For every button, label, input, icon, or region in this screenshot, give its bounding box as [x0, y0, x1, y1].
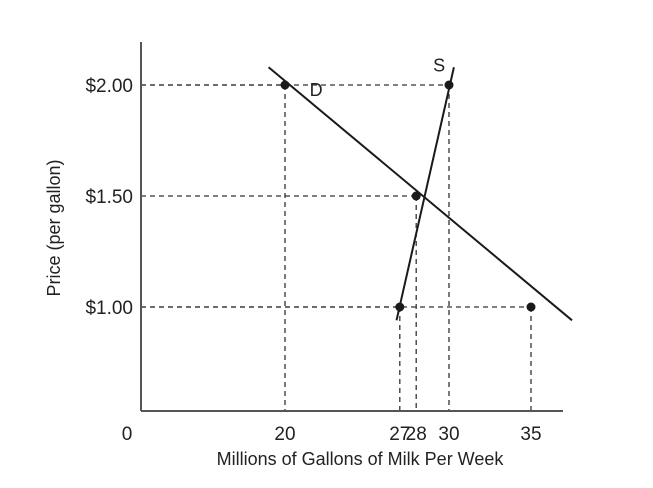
x-tick-label-27: 27	[389, 424, 410, 445]
data-point-27-1	[395, 302, 405, 312]
data-point-35-1	[526, 302, 536, 312]
guide-lines	[141, 84, 532, 411]
data-points	[280, 80, 536, 312]
curve-label-d: D	[310, 80, 323, 100]
x-tick-label-30: 30	[438, 424, 459, 445]
curve-label-s: S	[433, 56, 445, 76]
curve-labels: DS	[310, 56, 446, 100]
origin-label: 0	[122, 424, 133, 445]
x-tick-label-35: 35	[520, 424, 541, 445]
data-point-30-2	[444, 80, 454, 90]
curves	[267, 66, 573, 322]
data-point-20-2	[280, 80, 290, 90]
x-tick-label-28: 28	[406, 424, 427, 445]
x-tick-label-20: 20	[274, 424, 295, 445]
data-point-28-1_5	[411, 191, 421, 201]
y-axis-title: Price (per gallon)	[44, 159, 64, 296]
y-tick-label-1: $1.00	[85, 298, 133, 319]
x-axis-title: Millions of Gallons of Milk Per Week	[217, 449, 505, 469]
y-tick-label-1_5: $1.50	[85, 187, 133, 208]
curve-s	[395, 67, 455, 321]
curve-d	[267, 66, 573, 322]
y-tick-label-2: $2.00	[85, 76, 133, 97]
